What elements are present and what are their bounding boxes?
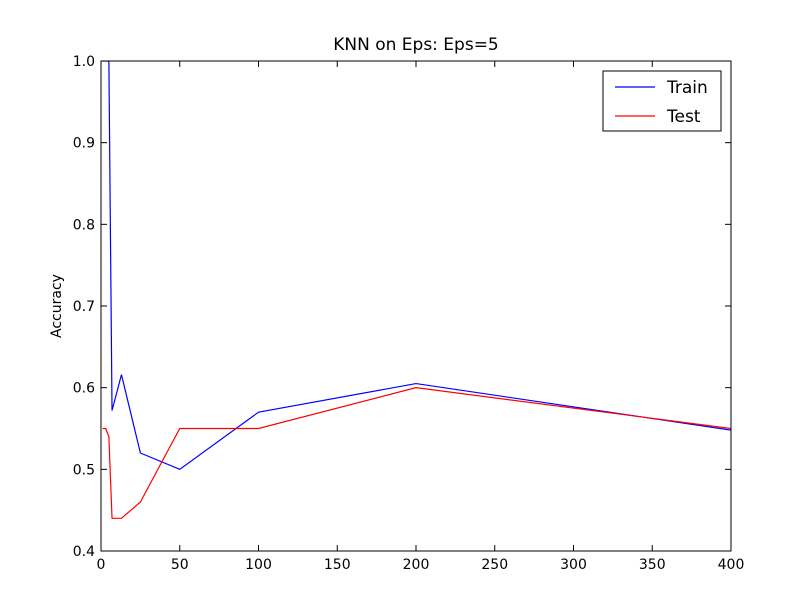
x-tick-label: 0	[97, 557, 106, 573]
series-line-train	[102, 61, 731, 471]
series-line-test	[102, 387, 731, 519]
y-tick-label: 0.4	[73, 544, 95, 560]
legend: Train Test	[602, 70, 722, 132]
x-tick-label: 400	[718, 557, 745, 573]
x-tick-label: 300	[560, 557, 587, 573]
x-tick-label: 200	[403, 557, 430, 573]
ticks-layer: 0 50 100 150 200 250 300 350 400 0.4 0.5 0.6 0.7 0.8 0…	[73, 54, 745, 573]
y-tick-label: 0.6	[73, 381, 95, 397]
y-tick-label: 0.5	[73, 462, 95, 478]
legend-label-test: Test	[666, 107, 701, 127]
y-tick-label: 0.9	[73, 136, 95, 152]
plot-frame	[100, 60, 732, 552]
legend-label-train: Train	[666, 78, 708, 98]
y-axis-label: Accuracy	[49, 274, 65, 338]
x-tick-label: 250	[481, 557, 508, 573]
x-tick-label: 150	[324, 557, 351, 573]
chart-title: KNN on Eps: Eps=5	[333, 35, 499, 55]
legend-box	[602, 70, 722, 132]
x-tick-label: 50	[171, 557, 189, 573]
series-layer	[102, 61, 731, 519]
y-tick-label: 0.7	[73, 299, 95, 315]
y-tick-label: 0.8	[73, 217, 95, 233]
x-tick-label: 100	[245, 557, 272, 573]
x-tick-label: 350	[639, 557, 666, 573]
y-tick-label: 1.0	[73, 54, 95, 70]
